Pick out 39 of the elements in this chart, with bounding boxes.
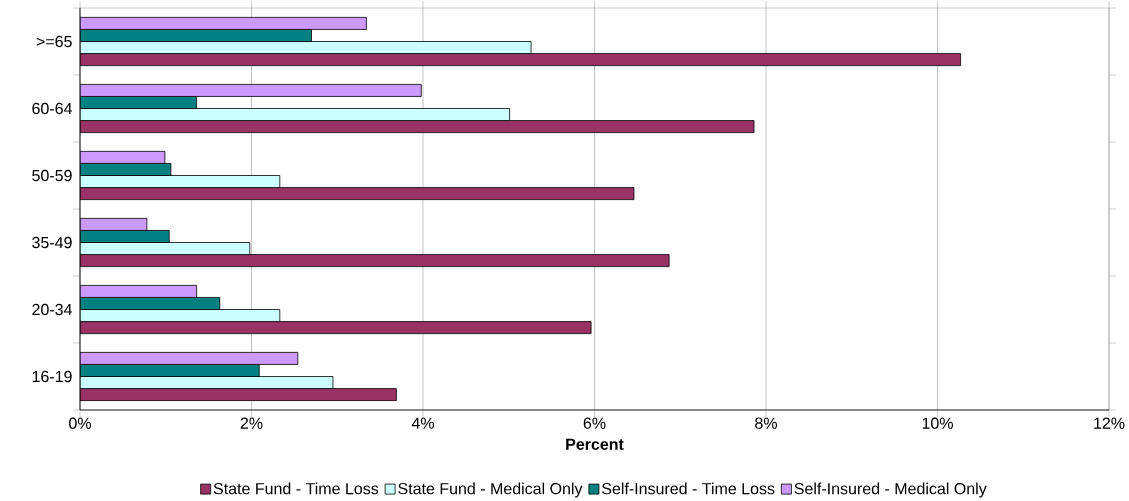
bar — [80, 376, 334, 389]
y-tick-label: 60-64 — [32, 102, 72, 115]
bar — [80, 230, 170, 243]
bar — [80, 351, 299, 365]
y-tick-label: 20-34 — [32, 303, 72, 316]
x-tick-label: 4% — [411, 417, 434, 429]
bar — [80, 108, 511, 121]
bar — [80, 53, 962, 67]
bar — [80, 96, 198, 109]
bar — [80, 120, 755, 134]
bar — [80, 254, 670, 268]
bar — [80, 284, 198, 298]
bar — [80, 187, 635, 201]
y-tick-label: 16-19 — [32, 370, 72, 383]
bar — [80, 16, 367, 30]
legend-label: State Fund - Medical Only — [398, 482, 583, 498]
legend-label: Self-Insured - Time Loss — [602, 482, 775, 495]
x-axis-title: Percent — [566, 438, 624, 450]
bar — [80, 364, 260, 377]
x-tick-label: 0% — [69, 417, 91, 429]
x-tick-label: 6% — [583, 417, 606, 429]
bar — [80, 83, 422, 97]
bar — [80, 242, 251, 255]
x-tick-label: 12% — [1094, 417, 1125, 429]
bar — [80, 388, 397, 402]
bar — [80, 175, 281, 188]
legend-label: State Fund - Time Loss — [213, 482, 379, 495]
bar — [80, 309, 281, 322]
x-tick-label: 10% — [922, 417, 953, 429]
y-tick-label: 50-59 — [32, 169, 72, 182]
y-tick-label: >=65 — [36, 35, 72, 48]
bar — [80, 29, 312, 42]
bar — [80, 297, 221, 310]
x-tick-label: 2% — [240, 417, 263, 429]
bar — [80, 321, 592, 335]
legend-label: Self-Insured - Medical Only — [794, 482, 987, 498]
x-tick-label: 8% — [755, 417, 777, 429]
bar — [80, 41, 532, 54]
y-tick-label: 35-49 — [32, 236, 72, 249]
